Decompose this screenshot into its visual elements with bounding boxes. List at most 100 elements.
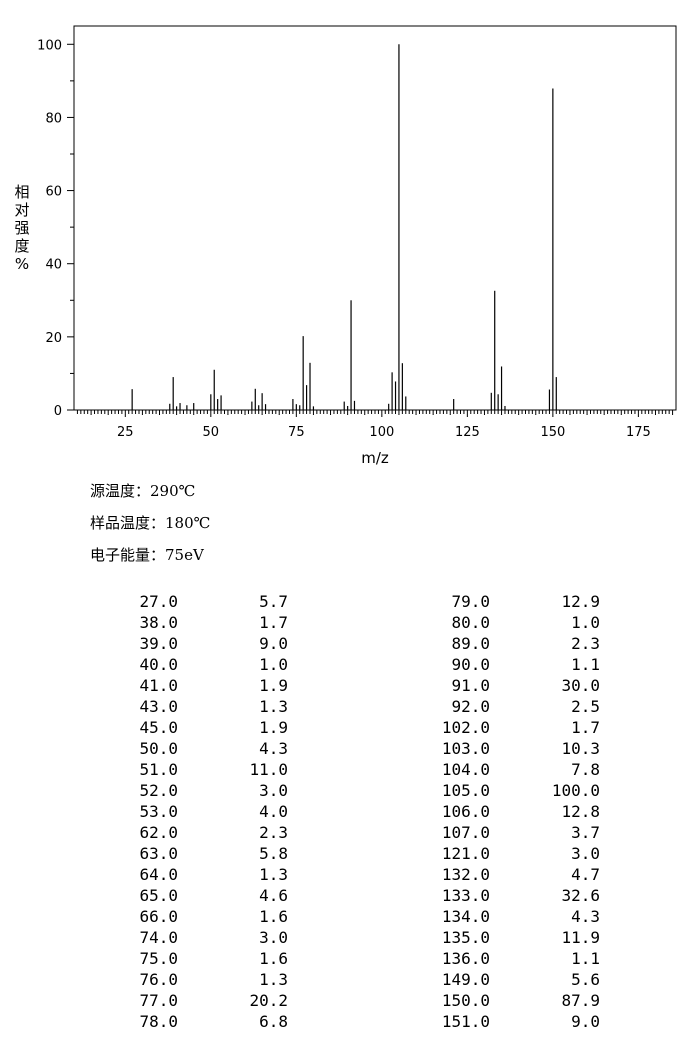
condition-value: 290℃: [150, 482, 196, 500]
table-row: 45.0 1.9 102.0 1.7: [0, 717, 694, 738]
intensity-value: 3.0: [259, 781, 288, 800]
table-row: 64.0 1.3 132.0 4.7: [0, 864, 694, 885]
mz-value: 79.0: [451, 592, 490, 611]
y-tick-label: 80: [45, 111, 62, 126]
mz-value: 133.0: [441, 886, 490, 905]
intensity-value: 12.9: [561, 592, 600, 611]
table-row: 52.0 3.0 105.0 100.0: [0, 780, 694, 801]
table-row: 51.0 11.0 104.0 7.8: [0, 759, 694, 780]
mz-value: 80.0: [451, 613, 490, 632]
intensity-value: 5.7: [259, 592, 288, 611]
condition-source-temperature: 源温度：290℃: [90, 480, 210, 512]
intensity-value: 4.3: [259, 739, 288, 758]
table-row: 74.0 3.0 135.0 11.9: [0, 927, 694, 948]
intensity-value: 6.8: [259, 1012, 288, 1031]
x-tick-label: 100: [369, 425, 394, 440]
table-row: 62.0 2.3 107.0 3.7: [0, 822, 694, 843]
intensity-value: 5.6: [571, 970, 600, 989]
condition-label: 源温度：: [90, 482, 151, 500]
table-row: 53.0 4.0 106.0 12.8: [0, 801, 694, 822]
intensity-value: 11.9: [561, 928, 600, 947]
x-tick-label: 25: [117, 425, 134, 440]
x-tick-label: 125: [455, 425, 480, 440]
intensity-value: 1.3: [259, 697, 288, 716]
intensity-value: 3.0: [571, 844, 600, 863]
mz-value: 107.0: [441, 823, 490, 842]
mz-value: 150.0: [441, 991, 490, 1010]
y-tick-label: 60: [45, 185, 62, 200]
y-axis-label: 相对强度%: [14, 183, 29, 273]
mz-value: 77.0: [139, 991, 178, 1010]
mz-value: 151.0: [441, 1012, 490, 1031]
table-row: 50.0 4.3 103.0 10.3: [0, 738, 694, 759]
intensity-value: 9.0: [259, 634, 288, 653]
mz-value: 66.0: [139, 907, 178, 926]
intensity-value: 1.7: [259, 613, 288, 632]
mz-value: 40.0: [139, 655, 178, 674]
intensity-value: 2.5: [571, 697, 600, 716]
intensity-value: 4.7: [571, 865, 600, 884]
intensity-value: 32.6: [561, 886, 600, 905]
intensity-value: 2.3: [259, 823, 288, 842]
mz-value: 64.0: [139, 865, 178, 884]
intensity-value: 87.9: [561, 991, 600, 1010]
mz-value: 90.0: [451, 655, 490, 674]
intensity-value: 3.7: [571, 823, 600, 842]
table-row: 43.0 1.3 92.0 2.5: [0, 696, 694, 717]
mz-value: 39.0: [139, 634, 178, 653]
x-tick-label: 175: [626, 425, 651, 440]
intensity-value: 30.0: [561, 676, 600, 695]
condition-electron-energy: 电子能量：75eV: [90, 544, 210, 576]
table-row: 78.0 6.8 151.0 9.0: [0, 1011, 694, 1032]
x-tick-label: 75: [288, 425, 305, 440]
peak-table: 27.0 5.7 79.0 12.9 38.0 1.7 80.0 1.0 39.0 9.0 89.0…: [0, 591, 694, 1032]
mz-value: 106.0: [441, 802, 490, 821]
condition-label: 样品温度：: [90, 514, 166, 532]
table-row: 76.0 1.3 149.0 5.6: [0, 969, 694, 990]
table-row: 38.0 1.7 80.0 1.0: [0, 612, 694, 633]
mz-value: 102.0: [441, 718, 490, 737]
y-tick-label: 100: [37, 38, 62, 53]
table-row: 39.0 9.0 89.0 2.3: [0, 633, 694, 654]
mz-value: 89.0: [451, 634, 490, 653]
mz-value: 53.0: [139, 802, 178, 821]
condition-value: 75eV: [165, 546, 204, 564]
y-tick-label: 0: [54, 404, 62, 419]
mz-value: 52.0: [139, 781, 178, 800]
intensity-value: 1.6: [259, 949, 288, 968]
intensity-value: 2.3: [571, 634, 600, 653]
mz-value: 63.0: [139, 844, 178, 863]
mz-value: 135.0: [441, 928, 490, 947]
intensity-value: 12.8: [561, 802, 600, 821]
table-row: 63.0 5.8 121.0 3.0: [0, 843, 694, 864]
mz-value: 134.0: [441, 907, 490, 926]
intensity-value: 1.9: [259, 676, 288, 695]
intensity-value: 4.0: [259, 802, 288, 821]
condition-value: 180℃: [165, 514, 211, 532]
intensity-value: 4.3: [571, 907, 600, 926]
mz-value: 74.0: [139, 928, 178, 947]
mz-value: 43.0: [139, 697, 178, 716]
intensity-value: 1.3: [259, 865, 288, 884]
intensity-value: 9.0: [571, 1012, 600, 1031]
intensity-value: 1.0: [259, 655, 288, 674]
table-row: 66.0 1.6 134.0 4.3: [0, 906, 694, 927]
mz-value: 92.0: [451, 697, 490, 716]
mz-value: 91.0: [451, 676, 490, 695]
mz-value: 75.0: [139, 949, 178, 968]
mz-value: 65.0: [139, 886, 178, 905]
mz-value: 136.0: [441, 949, 490, 968]
intensity-value: 1.0: [571, 613, 600, 632]
mz-value: 104.0: [441, 760, 490, 779]
condition-sample-temperature: 样品温度：180℃: [90, 512, 210, 544]
intensity-value: 10.3: [561, 739, 600, 758]
conditions: 源温度：290℃ 样品温度：180℃ 电子能量：75eV: [90, 480, 210, 576]
mz-value: 78.0: [139, 1012, 178, 1031]
intensity-value: 20.2: [249, 991, 288, 1010]
mz-value: 103.0: [441, 739, 490, 758]
mz-value: 50.0: [139, 739, 178, 758]
mz-value: 121.0: [441, 844, 490, 863]
table-row: 65.0 4.6 133.0 32.6: [0, 885, 694, 906]
condition-label: 电子能量：: [90, 546, 166, 564]
x-tick-label: 150: [540, 425, 565, 440]
